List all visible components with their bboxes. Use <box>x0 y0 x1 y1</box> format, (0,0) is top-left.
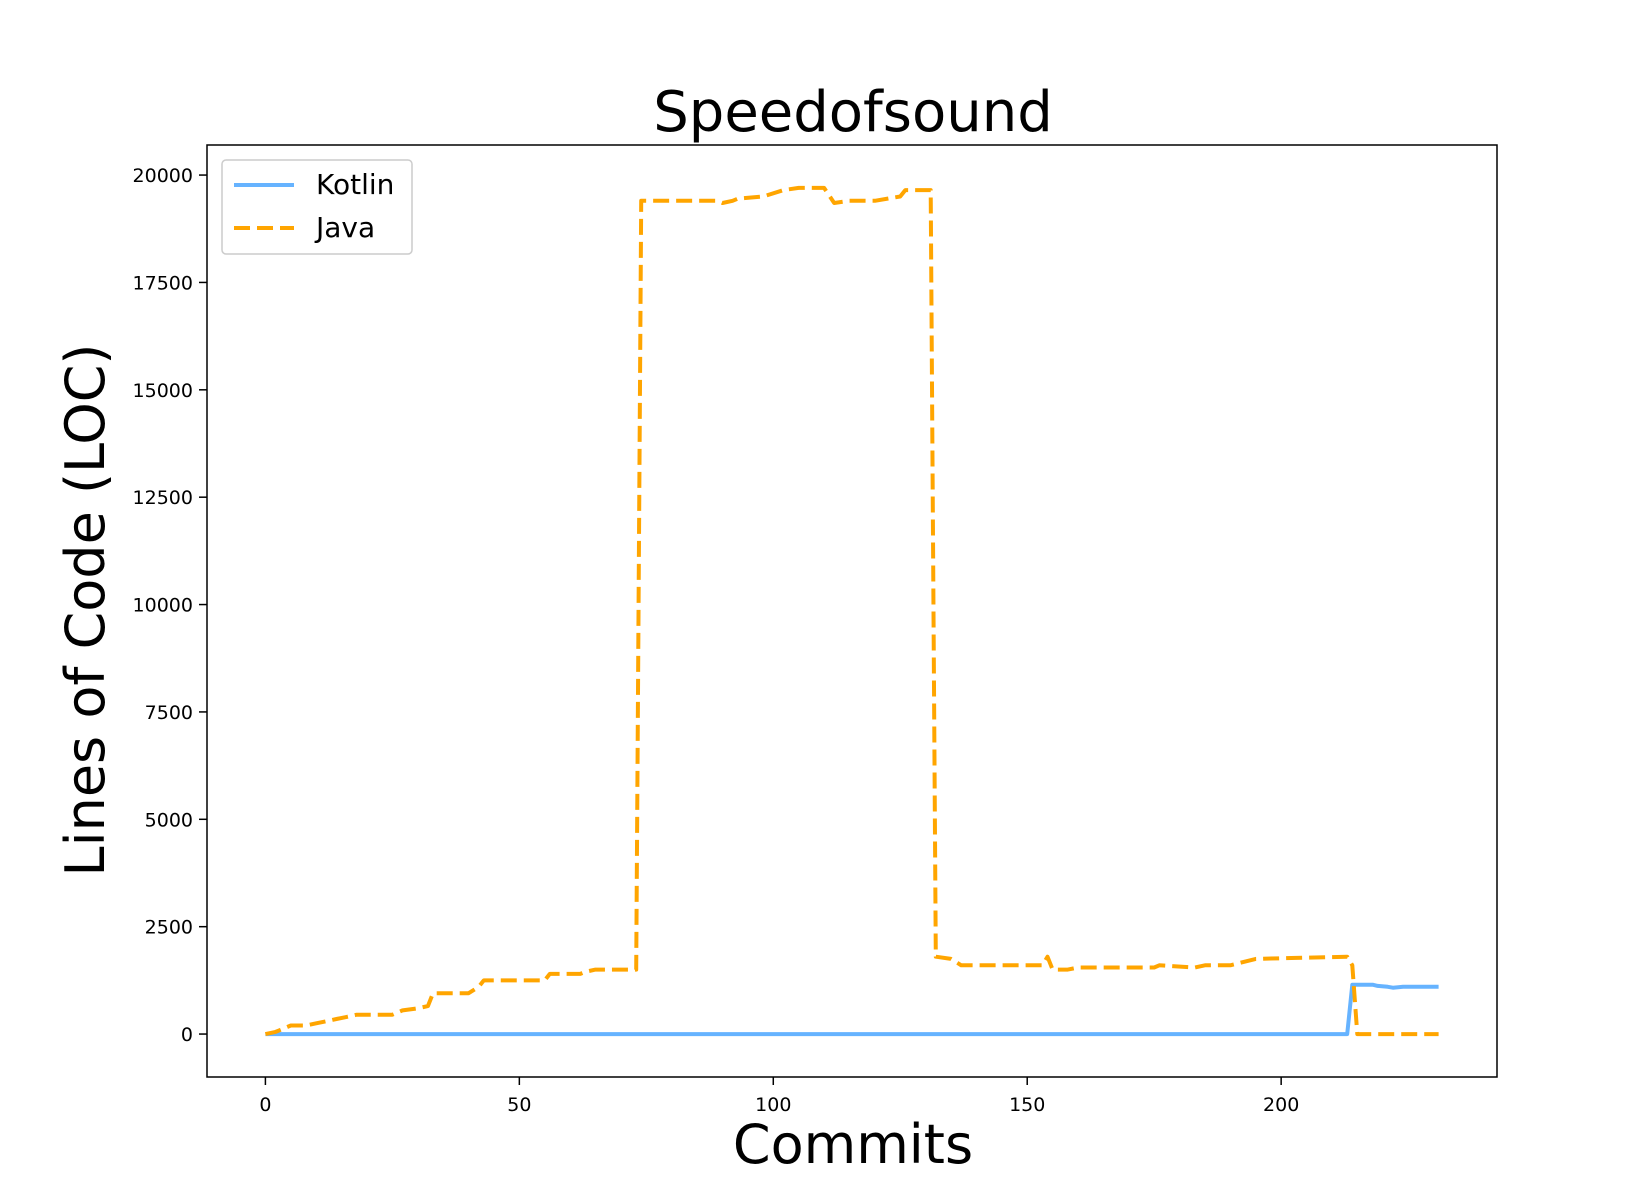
y-tick-label: 5000 <box>145 809 193 831</box>
y-tick-label: 20000 <box>133 165 193 187</box>
y-axis-label: Lines of Code (LOC) <box>54 344 117 877</box>
series-line-kotlin <box>265 982 1439 1037</box>
y-tick-label: 7500 <box>145 702 193 724</box>
series-line-java <box>264 185 1439 1037</box>
plot-frame <box>206 144 1498 1078</box>
chart-title: Speedofsound <box>653 80 1053 145</box>
x-axis-label: Commits <box>733 1113 973 1176</box>
y-tick-label: 17500 <box>133 272 193 294</box>
x-tick-label: 200 <box>1263 1094 1299 1116</box>
x-axis-ticks: 0 50 100 150 200 <box>259 1077 1299 1116</box>
y-tick-label: 15000 <box>133 380 193 402</box>
x-tick-label: 150 <box>1009 1094 1045 1116</box>
plot-lines <box>264 185 1439 1037</box>
y-tick-label: 10000 <box>133 595 193 617</box>
legend-label-java: Java <box>314 211 375 244</box>
y-tick-label: 2500 <box>145 917 193 939</box>
x-tick-label: 100 <box>755 1094 791 1116</box>
y-axis-ticks: 0 2500 5000 7500 10000 12500 15000 17500 20000 <box>133 165 207 1046</box>
y-tick-label: 0 <box>181 1024 193 1046</box>
x-tick-label: 50 <box>507 1094 531 1116</box>
legend-label-kotlin: Kotlin <box>316 168 394 201</box>
x-tick-label: 0 <box>259 1094 271 1116</box>
y-tick-label: 12500 <box>133 487 193 509</box>
legend: Kotlin Java <box>221 159 413 255</box>
